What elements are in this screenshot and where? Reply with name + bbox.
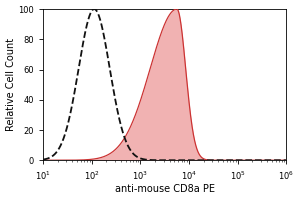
Y-axis label: Relative Cell Count: Relative Cell Count xyxy=(6,38,16,131)
X-axis label: anti-mouse CD8a PE: anti-mouse CD8a PE xyxy=(115,184,215,194)
